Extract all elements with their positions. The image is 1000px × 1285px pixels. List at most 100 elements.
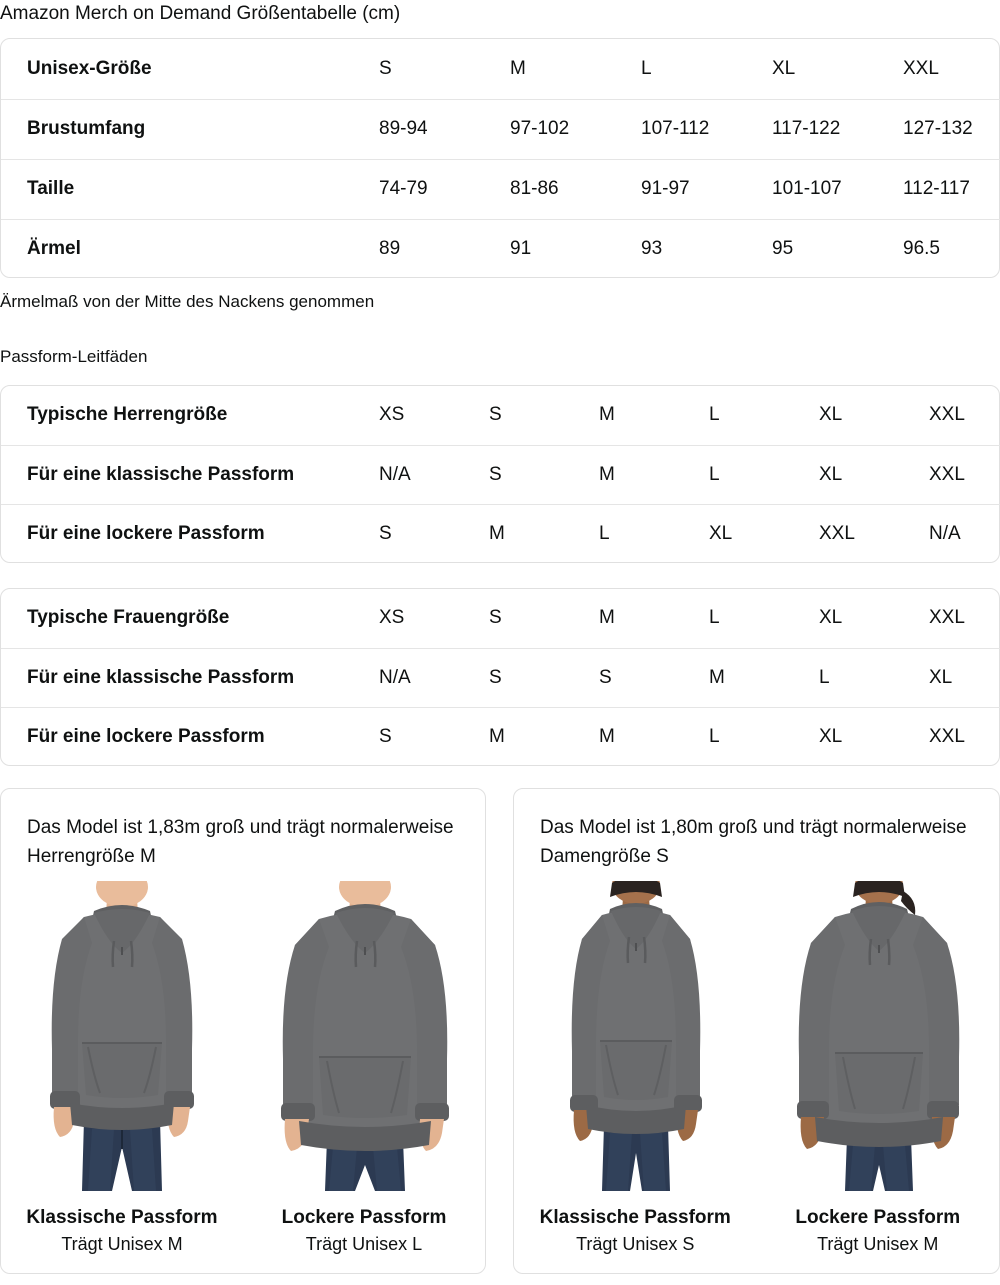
men-fit-cell-1-1: M xyxy=(489,503,599,563)
fit-guides-heading: Passform-Leitfäden xyxy=(0,347,148,366)
men-fit-cell-1-0: S xyxy=(379,503,489,563)
unisex-cell-0-1: 97-102 xyxy=(510,98,641,159)
women-fit-title-classic: Klassische Passform xyxy=(539,1207,731,1228)
women-figure-loose xyxy=(757,881,1000,1191)
female-classic-fit-model-image xyxy=(569,881,702,1191)
men-fit-cell-0-3: L xyxy=(709,444,819,504)
unisex-col-header-4: XXL xyxy=(903,57,939,79)
men-fit-cell-1-2: L xyxy=(599,503,709,563)
men-fit-sub-loose: Trägt Unisex L xyxy=(305,1234,423,1254)
men-fit-col-header-3: L xyxy=(709,404,720,426)
unisex-cell-0-0: 89-94 xyxy=(379,98,510,159)
men-fit-cell-1-3: XL xyxy=(709,503,819,563)
unisex-col-header-0: S xyxy=(379,57,392,79)
men-fit-guide-table: Typische Herrengröße XS S M L XL XXL Für… xyxy=(1,386,1000,563)
unisex-row-label-0: Brustumfang xyxy=(1,98,379,159)
women-fit-cell-0-1: S xyxy=(489,647,599,707)
men-fit-title-classic: Klassische Passform xyxy=(26,1207,218,1228)
men-fit-label-classic: Klassische Passform Trägt Unisex M xyxy=(1,1204,243,1257)
male-loose-fit-model-image xyxy=(280,881,449,1191)
women-fit-header-label: Typische Frauengröße xyxy=(27,607,230,629)
women-fit-sub-classic: Trägt Unisex S xyxy=(576,1234,695,1254)
women-fit-col-header-4: XL xyxy=(819,607,843,629)
women-fit-cell-0-0: N/A xyxy=(379,647,489,707)
table-row-header: Typische Frauengröße XS S M L XL XXL xyxy=(1,589,1000,648)
women-fit-cell-0-4: L xyxy=(819,647,929,707)
unisex-cell-2-2: 93 xyxy=(641,218,772,279)
men-fit-title-loose: Lockere Passform xyxy=(281,1207,447,1228)
unisex-cell-0-3: 117-122 xyxy=(772,98,903,159)
women-model-caption: Das Model ist 1,80m groß und trägt norma… xyxy=(540,817,967,867)
unisex-header-label: Unisex-Größe xyxy=(27,57,152,79)
table-row-header: Unisex-Größe S M L XL XXL xyxy=(1,39,1000,99)
women-fit-col-header-5: XXL xyxy=(929,607,965,629)
unisex-cell-0-4: 127-132 xyxy=(903,98,1000,159)
women-fit-labels: Klassische Passform Trägt Unisex S Locke… xyxy=(514,1204,999,1257)
men-fit-cell-1-4: XXL xyxy=(819,503,929,563)
women-fit-guide-table: Typische Frauengröße XS S M L XL XXL Für… xyxy=(1,589,1000,766)
women-fit-cell-0-2: S xyxy=(599,647,709,707)
women-fit-guide-card: Typische Frauengröße XS S M L XL XXL Für… xyxy=(0,588,1000,766)
unisex-size-table-card: Unisex-Größe S M L XL XXL Brustumfang 89… xyxy=(0,38,1000,279)
men-figure-loose xyxy=(243,881,485,1191)
men-fit-guide-card: Typische Herrengröße XS S M L XL XXL Für… xyxy=(0,385,1000,563)
men-fit-cell-0-4: XL xyxy=(819,444,929,504)
unisex-col-header-3: XL xyxy=(772,57,796,79)
table-row: Für eine lockere Passform S M L XL XXL N… xyxy=(1,503,1000,563)
women-fit-title-loose: Lockere Passform xyxy=(795,1207,961,1228)
men-fit-labels: Klassische Passform Trägt Unisex M Locke… xyxy=(1,1204,485,1257)
men-fit-col-header-1: S xyxy=(489,404,502,426)
men-fit-cell-1-5: N/A xyxy=(929,503,1000,563)
women-fit-col-header-3: L xyxy=(709,607,720,629)
unisex-row-label-2: Ärmel xyxy=(1,218,379,279)
women-fit-cell-1-0: S xyxy=(379,706,489,766)
table-row: Für eine klassische Passform N/A S S M L… xyxy=(1,647,1000,707)
women-fit-col-header-1: S xyxy=(489,607,502,629)
sleeve-measurement-note: Ärmelmaß von der Mitte des Nackens genom… xyxy=(0,292,375,311)
women-fit-row-label-1: Für eine lockere Passform xyxy=(1,706,379,766)
women-fit-cell-0-5: XL xyxy=(929,647,1000,707)
men-fit-col-header-5: XXL xyxy=(929,404,965,426)
table-row: Ärmel 89 91 93 95 96.5 xyxy=(1,218,1000,279)
men-fit-col-header-2: M xyxy=(599,404,615,426)
men-figure-classic xyxy=(1,881,243,1191)
women-fit-col-header-0: XS xyxy=(379,607,405,629)
unisex-col-header-2: L xyxy=(641,57,652,79)
men-fit-row-label-0: Für eine klassische Passform xyxy=(1,444,379,504)
men-fit-row-label-1: Für eine lockere Passform xyxy=(1,503,379,563)
women-model-card: Das Model ist 1,80m groß und trägt norma… xyxy=(513,788,1000,1274)
table-row: Für eine klassische Passform N/A S M L X… xyxy=(1,444,1000,504)
men-fit-cell-0-2: M xyxy=(599,444,709,504)
women-fit-label-classic: Klassische Passform Trägt Unisex S xyxy=(514,1204,757,1257)
men-fit-col-header-0: XS xyxy=(379,404,405,426)
table-row: Für eine lockere Passform S M M L XL XXL xyxy=(1,706,1000,766)
unisex-cell-1-0: 74-79 xyxy=(379,158,510,219)
unisex-cell-0-2: 107-112 xyxy=(641,98,772,159)
men-model-card: Das Model ist 1,83m groß und trägt norma… xyxy=(0,788,486,1274)
table-row: Brustumfang 89-94 97-102 107-112 117-122… xyxy=(1,98,1000,159)
unisex-row-label-1: Taille xyxy=(1,158,379,219)
unisex-col-header-1: M xyxy=(510,57,526,79)
men-fit-sub-classic: Trägt Unisex M xyxy=(61,1234,183,1254)
men-fit-header-label: Typische Herrengröße xyxy=(27,404,228,426)
men-fit-cell-0-1: S xyxy=(489,444,599,504)
unisex-size-table: Unisex-Größe S M L XL XXL Brustumfang 89… xyxy=(1,39,1000,279)
men-fit-cell-0-0: N/A xyxy=(379,444,489,504)
page-title: Amazon Merch on Demand Größentabelle (cm… xyxy=(0,3,401,24)
women-fit-cell-0-3: M xyxy=(709,647,819,707)
male-classic-fit-model-image xyxy=(50,881,194,1191)
unisex-cell-1-3: 101-107 xyxy=(772,158,903,219)
unisex-cell-2-4: 96.5 xyxy=(903,218,1000,279)
women-fit-cell-1-4: XL xyxy=(819,706,929,766)
men-figure-row xyxy=(1,881,485,1191)
women-fit-cell-1-1: M xyxy=(489,706,599,766)
unisex-cell-2-0: 89 xyxy=(379,218,510,279)
table-row: Taille 74-79 81-86 91-97 101-107 112-117 xyxy=(1,158,1000,219)
unisex-cell-2-3: 95 xyxy=(772,218,903,279)
women-fit-row-label-0: Für eine klassische Passform xyxy=(1,647,379,707)
women-fit-col-header-2: M xyxy=(599,607,615,629)
men-fit-cell-0-5: XXL xyxy=(929,444,1000,504)
unisex-cell-2-1: 91 xyxy=(510,218,641,279)
women-fit-cell-1-5: XXL xyxy=(929,706,1000,766)
men-fit-col-header-4: XL xyxy=(819,404,843,426)
